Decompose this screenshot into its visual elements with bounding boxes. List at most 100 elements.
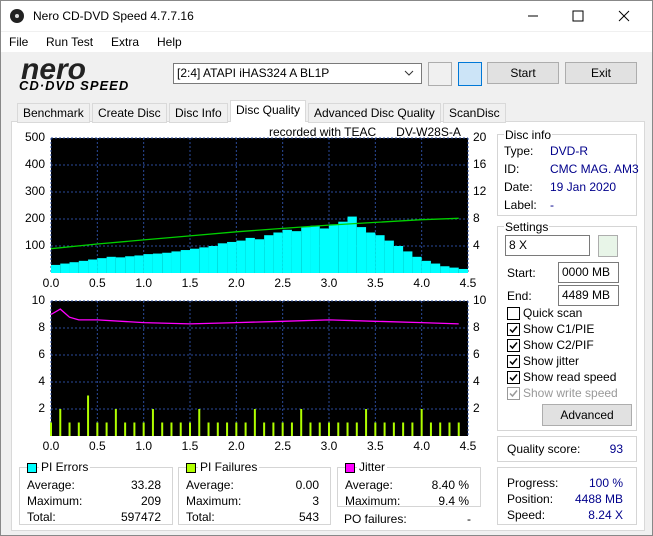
bar (162, 252, 172, 273)
bar (375, 235, 385, 273)
plot-area (51, 301, 468, 436)
refresh-button[interactable] (598, 235, 618, 257)
bar (88, 259, 98, 273)
info-label: Label: (504, 198, 537, 212)
stat-value: 0.00 (295, 478, 319, 492)
bar (310, 225, 320, 273)
start-button[interactable]: Start (487, 62, 559, 84)
bar (458, 268, 468, 273)
bar (244, 422, 247, 436)
checkbox-label[interactable]: Quick scan (523, 306, 583, 320)
checkbox-label[interactable]: Show read speed (523, 370, 617, 384)
menu-item[interactable]: Run Test (46, 35, 94, 49)
bar (355, 422, 358, 436)
x-tick-label: 1.5 (182, 439, 199, 453)
bar (309, 422, 312, 436)
bar (440, 266, 450, 273)
bar (207, 422, 210, 436)
tab[interactable]: Disc Info (169, 103, 228, 123)
checkbox[interactable] (507, 323, 520, 336)
y2-tick-label: 16 (473, 157, 487, 171)
bar (78, 260, 89, 273)
bar (134, 255, 144, 273)
menu-item[interactable]: Help (157, 35, 182, 49)
x-tick-label: 1.5 (182, 276, 199, 290)
x-tick-label: 4.0 (413, 439, 430, 453)
bar (337, 422, 340, 436)
quality-value: 93 (609, 442, 623, 456)
stat-label: Average: (27, 478, 75, 492)
start-field[interactable]: 0000 MB (558, 262, 619, 283)
bar (114, 409, 117, 436)
bar (393, 246, 404, 273)
bar (421, 260, 431, 273)
bar (161, 422, 164, 436)
end-field[interactable]: 4489 MB (558, 285, 619, 306)
tab[interactable]: Create Disc (92, 103, 167, 123)
bar (115, 257, 126, 273)
bar (290, 422, 293, 436)
y-tick-label: 2 (38, 401, 45, 415)
x-tick-label: 2.0 (228, 439, 245, 453)
y-tick-label: 500 (25, 130, 45, 144)
progress-label: Position: (507, 492, 554, 506)
bar (430, 263, 441, 273)
menu-item[interactable]: File (9, 35, 29, 49)
quality-box (497, 436, 637, 462)
progress-value: 4488 MB (574, 492, 623, 506)
bar (59, 409, 62, 436)
bar (199, 247, 209, 273)
tab[interactable]: ScanDisc (443, 103, 506, 123)
tab[interactable]: Advanced Disc Quality (308, 103, 441, 123)
bar (374, 422, 377, 436)
bar (151, 409, 154, 436)
dropdown-arrow (404, 70, 414, 76)
drive-select[interactable]: [2:4] ATAPI iHAS324 A BL1P (173, 63, 422, 84)
exit-button[interactable]: Exit (565, 62, 637, 84)
checkbox[interactable] (507, 355, 520, 368)
progress-value: 8.24 X (588, 508, 623, 522)
bar (124, 422, 127, 436)
x-tick-label: 4.5 (460, 276, 477, 290)
tab[interactable]: Disc Quality (230, 100, 307, 122)
y2-tick-label: 12 (473, 184, 487, 198)
bar (319, 228, 329, 273)
bar (254, 239, 265, 273)
bar (60, 263, 70, 273)
y-tick-label: 100 (25, 238, 45, 252)
bar (50, 422, 52, 436)
checkbox[interactable] (507, 371, 520, 384)
y2-tick-label: 8 (473, 320, 480, 334)
eject-button[interactable] (428, 62, 452, 86)
checkbox-label[interactable]: Show C2/PIF (523, 338, 594, 352)
checkbox[interactable] (507, 339, 520, 352)
menu-item[interactable]: Extra (111, 35, 140, 49)
bar (272, 422, 275, 436)
info-value: 19 Jan 2020 (550, 180, 617, 194)
x-tick-label: 2.0 (228, 276, 245, 290)
bar (133, 422, 136, 436)
bar (235, 422, 238, 436)
save-button[interactable] (458, 62, 482, 86)
tab[interactable]: Benchmark (17, 103, 90, 123)
checkbox-label[interactable]: Show C1/PIE (523, 322, 595, 336)
bar (300, 409, 303, 436)
bar (412, 256, 422, 273)
title-bar (1, 1, 652, 31)
advanced-button[interactable]: Advanced (542, 404, 632, 426)
x-tick-label: 2.5 (274, 439, 291, 453)
window-title: Nero CD-DVD Speed 4.7.7.16 (33, 9, 194, 23)
bar (365, 409, 368, 436)
bar (125, 256, 135, 273)
y-tick-label: 4 (38, 374, 45, 388)
bar (411, 422, 414, 436)
window-controls[interactable] (511, 1, 653, 31)
bar (420, 409, 423, 436)
x-tick-label: 2.5 (274, 276, 291, 290)
legend-label: PI Errors (39, 460, 91, 474)
bar (338, 221, 348, 273)
bar (402, 422, 405, 436)
checkbox[interactable] (507, 307, 520, 320)
checkbox-label[interactable]: Show jitter (523, 354, 580, 368)
speed-select[interactable]: 8 X (505, 235, 590, 256)
